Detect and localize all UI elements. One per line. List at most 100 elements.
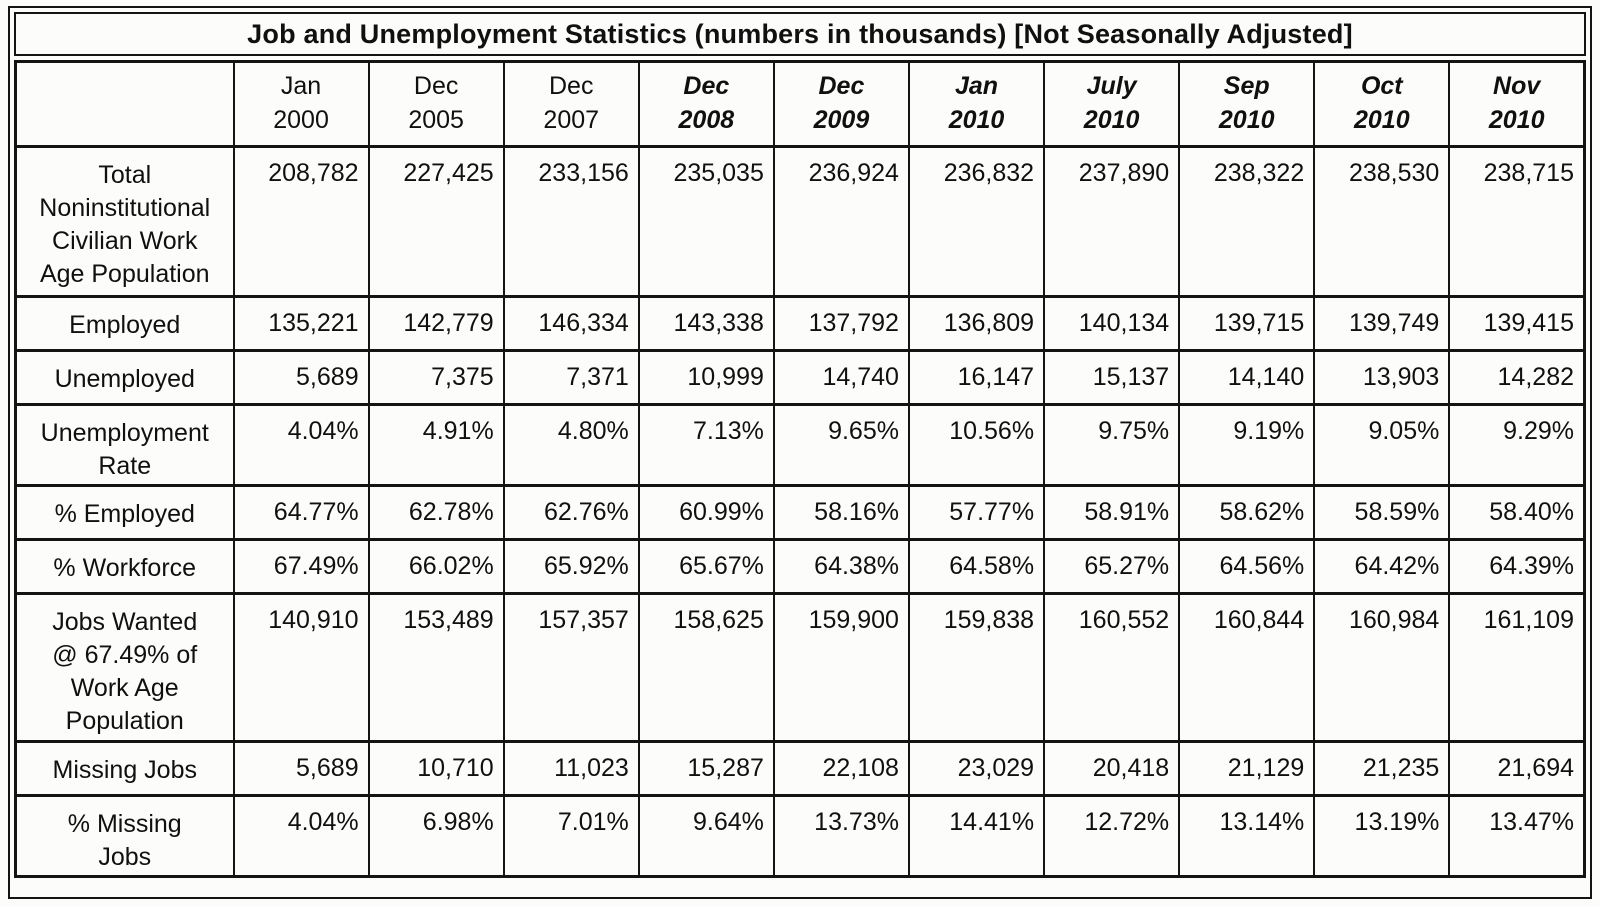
corner-cell xyxy=(14,60,235,148)
value-cell: 235,035 xyxy=(637,145,775,298)
row-label: Employed xyxy=(14,295,235,352)
value-cell: 9.75% xyxy=(1043,403,1181,487)
value-cell: 5,689 xyxy=(232,740,370,797)
value-cell: 139,415 xyxy=(1448,295,1586,352)
value-cell: 15,287 xyxy=(637,740,775,797)
value-cell: 23,029 xyxy=(907,740,1046,797)
value-cell: 135,221 xyxy=(232,295,370,352)
value-cell: 58.91% xyxy=(1043,484,1181,541)
value-cell: 58.40% xyxy=(1448,484,1586,541)
column-header: July 2010 xyxy=(1043,60,1181,148)
table-title: Job and Unemployment Statistics (numbers… xyxy=(14,12,1586,56)
value-cell: 64.42% xyxy=(1313,538,1451,595)
value-cell: 153,489 xyxy=(367,592,505,743)
column-header: Dec 2007 xyxy=(502,60,640,148)
value-cell: 66.02% xyxy=(367,538,505,595)
value-cell: 60.99% xyxy=(637,484,775,541)
value-cell: 233,156 xyxy=(502,145,640,298)
value-cell: 64.58% xyxy=(907,538,1046,595)
table-row: Jobs Wanted @ 67.49% of Work Age Populat… xyxy=(14,592,1586,743)
value-cell: 16,147 xyxy=(907,349,1046,406)
table-outer-border: Job and Unemployment Statistics (numbers… xyxy=(8,6,1592,899)
value-cell: 21,129 xyxy=(1178,740,1316,797)
value-cell: 58.59% xyxy=(1313,484,1451,541)
column-header: Dec 2008 xyxy=(637,60,775,148)
row-label: Unemployment Rate xyxy=(14,403,235,487)
column-header: Jan 2010 xyxy=(907,60,1046,148)
table-row: Total Noninstitutional Civilian Work Age… xyxy=(14,145,1586,298)
value-cell: 5,689 xyxy=(232,349,370,406)
value-cell: 143,338 xyxy=(637,295,775,352)
value-cell: 9.05% xyxy=(1313,403,1451,487)
value-cell: 159,900 xyxy=(772,592,910,743)
value-cell: 58.62% xyxy=(1178,484,1316,541)
value-cell: 7,371 xyxy=(502,349,640,406)
value-cell: 142,779 xyxy=(367,295,505,352)
row-label: Jobs Wanted @ 67.49% of Work Age Populat… xyxy=(14,592,235,743)
value-cell: 62.76% xyxy=(502,484,640,541)
value-cell: 13.47% xyxy=(1448,794,1586,878)
value-cell: 139,749 xyxy=(1313,295,1451,352)
value-cell: 160,984 xyxy=(1313,592,1451,743)
row-label: Total Noninstitutional Civilian Work Age… xyxy=(14,145,235,298)
value-cell: 4.04% xyxy=(232,403,370,487)
table-row: Missing Jobs 5,689 10,710 11,023 15,287 22,10… xyxy=(14,740,1586,797)
value-cell: 21,235 xyxy=(1313,740,1451,797)
value-cell: 9.29% xyxy=(1448,403,1586,487)
value-cell: 58.16% xyxy=(772,484,910,541)
value-cell: 7,375 xyxy=(367,349,505,406)
value-cell: 21,694 xyxy=(1448,740,1586,797)
row-label: Unemployed xyxy=(14,349,235,406)
table-row: Employed 135,221 142,779 146,334 143,338 137,… xyxy=(14,295,1586,352)
value-cell: 137,792 xyxy=(772,295,910,352)
value-cell: 13.14% xyxy=(1178,794,1316,878)
value-cell: 236,924 xyxy=(772,145,910,298)
value-cell: 13.19% xyxy=(1313,794,1451,878)
value-cell: 13,903 xyxy=(1313,349,1451,406)
table-row: Unemployed 5,689 7,375 7,371 10,999 14,740 16,… xyxy=(14,349,1586,406)
value-cell: 64.38% xyxy=(772,538,910,595)
value-cell: 208,782 xyxy=(232,145,370,298)
value-cell: 4.04% xyxy=(232,794,370,878)
value-cell: 140,134 xyxy=(1043,295,1181,352)
value-cell: 140,910 xyxy=(232,592,370,743)
row-label: % Employed xyxy=(14,484,235,541)
value-cell: 158,625 xyxy=(637,592,775,743)
value-cell: 4.80% xyxy=(502,403,640,487)
value-cell: 146,334 xyxy=(502,295,640,352)
value-cell: 7.13% xyxy=(637,403,775,487)
row-label: % Workforce xyxy=(14,538,235,595)
value-cell: 9.65% xyxy=(772,403,910,487)
value-cell: 237,890 xyxy=(1043,145,1181,298)
value-cell: 22,108 xyxy=(772,740,910,797)
value-cell: 9.19% xyxy=(1178,403,1316,487)
value-cell: 238,715 xyxy=(1448,145,1586,298)
value-cell: 64.77% xyxy=(232,484,370,541)
value-cell: 4.91% xyxy=(367,403,505,487)
value-cell: 14,282 xyxy=(1448,349,1586,406)
value-cell: 160,552 xyxy=(1043,592,1181,743)
value-cell: 57.77% xyxy=(907,484,1046,541)
value-cell: 10,710 xyxy=(367,740,505,797)
value-cell: 20,418 xyxy=(1043,740,1181,797)
column-header: Dec 2005 xyxy=(367,60,505,148)
column-header: Nov 2010 xyxy=(1448,60,1586,148)
value-cell: 227,425 xyxy=(367,145,505,298)
value-cell: 139,715 xyxy=(1178,295,1316,352)
value-cell: 62.78% xyxy=(367,484,505,541)
value-cell: 9.64% xyxy=(637,794,775,878)
value-cell: 67.49% xyxy=(232,538,370,595)
column-header: Sep 2010 xyxy=(1178,60,1316,148)
value-cell: 65.67% xyxy=(637,538,775,595)
value-cell: 238,530 xyxy=(1313,145,1451,298)
column-header: Jan 2000 xyxy=(232,60,370,148)
value-cell: 14,740 xyxy=(772,349,910,406)
value-cell: 7.01% xyxy=(502,794,640,878)
header-row: Jan 2000 Dec 2005 Dec 2007 Dec 2008 Dec 2009… xyxy=(14,60,1586,148)
value-cell: 14.41% xyxy=(907,794,1046,878)
value-cell: 136,809 xyxy=(907,295,1046,352)
value-cell: 15,137 xyxy=(1043,349,1181,406)
value-cell: 159,838 xyxy=(907,592,1046,743)
value-cell: 64.56% xyxy=(1178,538,1316,595)
